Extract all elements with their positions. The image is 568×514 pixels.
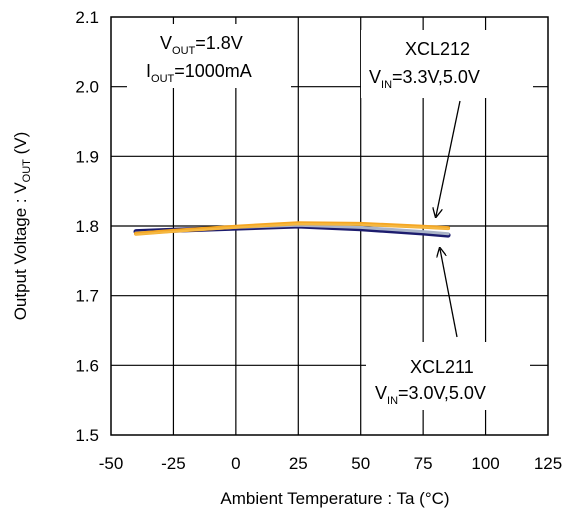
xcl211-arrow bbox=[440, 249, 458, 338]
x-tick-label: 75 bbox=[414, 454, 433, 473]
y-tick-label: 1.7 bbox=[75, 287, 99, 306]
x-tick-label: 0 bbox=[231, 454, 240, 473]
xcl212-name: XCL212 bbox=[405, 39, 470, 59]
x-tick-label: 125 bbox=[534, 454, 562, 473]
xcl212-arrow bbox=[436, 100, 461, 216]
x-tick-label: 50 bbox=[351, 454, 370, 473]
x-tick-labels: -50 -25 0 25 50 75 100 125 bbox=[99, 454, 562, 473]
y-axis-label: Output Voltage : VOUT (V) bbox=[11, 132, 33, 321]
iout-condition: IOUT=1000mA bbox=[146, 61, 252, 85]
conditions-box bbox=[127, 24, 291, 88]
series-line bbox=[135, 222, 450, 236]
xcl212-vin: VIN=3.3V,5.0V bbox=[369, 67, 480, 91]
x-tick-label: 100 bbox=[471, 454, 499, 473]
y-tick-label: 1.9 bbox=[75, 147, 99, 166]
plot-frame bbox=[110, 16, 549, 436]
x-axis-label: Ambient Temperature : Ta (°C) bbox=[220, 489, 449, 508]
y-tick-label: 1.6 bbox=[75, 356, 99, 375]
xcl211-label-bg bbox=[366, 342, 530, 410]
y-tick-label: 1.5 bbox=[75, 426, 99, 445]
x-tick-label: -25 bbox=[161, 454, 186, 473]
y-tick-labels: 1.5 1.6 1.7 1.8 1.9 2.0 2.1 bbox=[75, 8, 99, 445]
xcl211-vin: VIN=3.0V,5.0V bbox=[375, 383, 486, 407]
y-tick-label: 2.1 bbox=[75, 8, 99, 27]
xcl211-name: XCL211 bbox=[410, 357, 474, 377]
data-series bbox=[133, 221, 451, 238]
x-tick-label: 25 bbox=[289, 454, 308, 473]
xcl212-label-bg bbox=[361, 30, 533, 98]
y-tick-label: 2.0 bbox=[75, 78, 99, 97]
y-tick-label: 1.8 bbox=[75, 217, 99, 236]
vout-condition: VOUT=1.8V bbox=[160, 33, 243, 57]
x-tick-label: -50 bbox=[99, 454, 124, 473]
